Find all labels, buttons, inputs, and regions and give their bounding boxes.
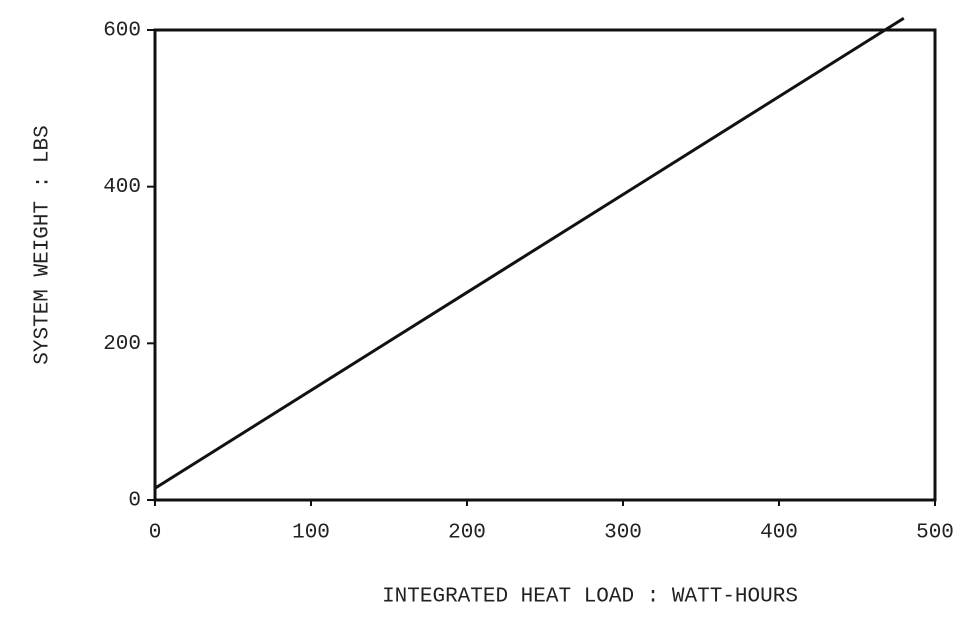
y-tick-label: 400 <box>103 176 141 199</box>
x-axis-label: INTEGRATED HEAT LOAD : WATT-HOURS <box>382 586 798 609</box>
y-tick-label: 0 <box>128 490 141 513</box>
y-tick-label: 200 <box>103 333 141 356</box>
x-tick-label: 300 <box>604 522 642 545</box>
x-tick-label: 200 <box>448 522 486 545</box>
y-tick-label: 600 <box>103 20 141 43</box>
y-axis-label: SYSTEM WEIGHT : LBS <box>32 125 55 364</box>
x-tick-label: 500 <box>916 522 954 545</box>
plot-frame <box>153 28 937 502</box>
x-tick-label: 400 <box>760 522 798 545</box>
x-tick-label: 100 <box>292 522 330 545</box>
x-tick-label: 0 <box>149 522 162 545</box>
data-line <box>154 16 905 490</box>
